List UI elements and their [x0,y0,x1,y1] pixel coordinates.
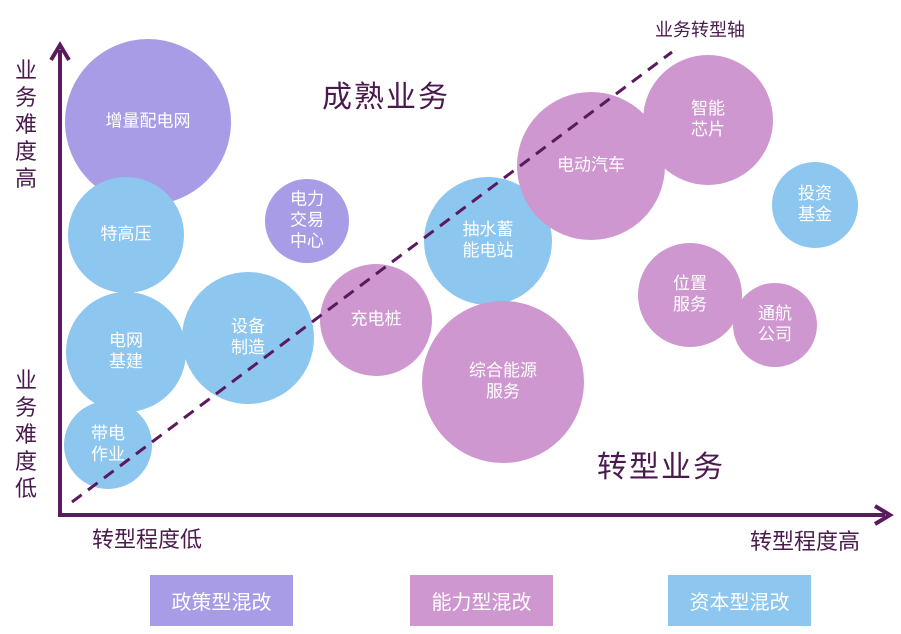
bubbles-layer [64,39,858,489]
bubble-label: 通航 公司 [758,304,792,345]
bubble-capital [182,272,314,404]
mature-business-label: 成熟业务 [322,80,450,115]
bubble-label: 电动汽车 [557,155,625,176]
bubble-capital [64,401,152,489]
legend-capital: 资本型混改 [668,575,811,626]
bubble-label: 智能 芯片 [691,99,725,140]
bubble-capability [643,55,773,185]
bubble-label: 充电桩 [350,309,402,330]
bubble-label: 位置 服务 [673,274,707,315]
bubble-capital [68,177,184,293]
bubble-capability [733,283,817,367]
transform-business-label: 转型业务 [597,450,725,485]
x-axis-right-label: 转型程度高 [750,530,861,555]
y-axis-top-label: 业务难度高 [14,59,37,192]
legend-capability: 能力型混改 [410,575,553,626]
transform-axis-dashed-line [71,50,673,504]
bubble-label: 抽水蓄 能电站 [462,220,514,261]
bubble-capability [638,243,742,347]
bubble-label: 电网 基建 [109,331,143,372]
bubble-label: 电力 交易 中心 [290,189,324,252]
bubble-label: 综合能源 服务 [469,361,537,402]
bubble-capital [772,162,858,248]
bubble-label: 投资 基金 [798,184,832,225]
x-axis-arrow-icon [873,504,894,526]
bubble-capital [424,177,552,305]
bubble-capability [517,92,665,240]
x-axis-left-label: 转型程度低 [92,528,203,553]
bubble-label: 带电 作业 [91,424,125,465]
bubble-capability [422,301,584,463]
bubble-policy [265,179,349,263]
y-axis-bottom-label: 业务难度低 [14,369,37,502]
bubble-label: 增量配电网 [105,111,191,132]
bubble-policy [65,39,231,205]
bubble-capital [66,292,186,412]
bubble-capability [320,264,432,376]
transform-axis-label: 业务转型轴 [655,20,745,41]
legend-policy: 政策型混改 [150,575,293,626]
y-axis-arrow-icon [49,41,71,62]
bubble-label: 特高压 [100,224,152,245]
bubble-label: 设备 制造 [231,317,265,358]
